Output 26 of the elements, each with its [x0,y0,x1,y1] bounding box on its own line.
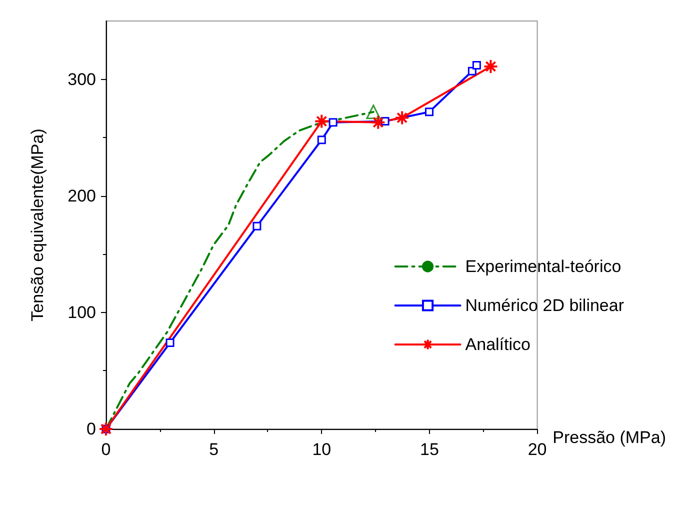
x-axis-title: Pressão (MPa) [552,428,666,447]
point [166,338,174,347]
y-tick-label: 100 [68,302,96,322]
x-tick-label: 10 [312,440,332,459]
x-tick-label: 5 [209,440,219,459]
y-tick-label: 0 [86,420,96,438]
legend-label: Experimental-teórico [465,257,622,276]
point [317,136,326,144]
point [252,222,262,230]
y-tick-label: 300 [68,70,96,89]
point [98,422,114,436]
y-axis-title: Tensão equivalente(MPa) [28,128,47,322]
point [328,118,338,127]
point [370,114,386,130]
point [394,110,410,126]
point [472,61,481,70]
legend-label: Analítico [465,335,530,354]
x-tick-label: 0 [101,440,111,459]
point [366,104,381,120]
legend-label: Numérico 2D bilinear [465,296,624,315]
point [483,58,498,74]
x-tick-label: 15 [420,440,439,459]
y-tick-label: 200 [68,186,96,206]
point [314,114,330,129]
x-tick-label: 20 [528,440,547,459]
point [424,108,434,116]
